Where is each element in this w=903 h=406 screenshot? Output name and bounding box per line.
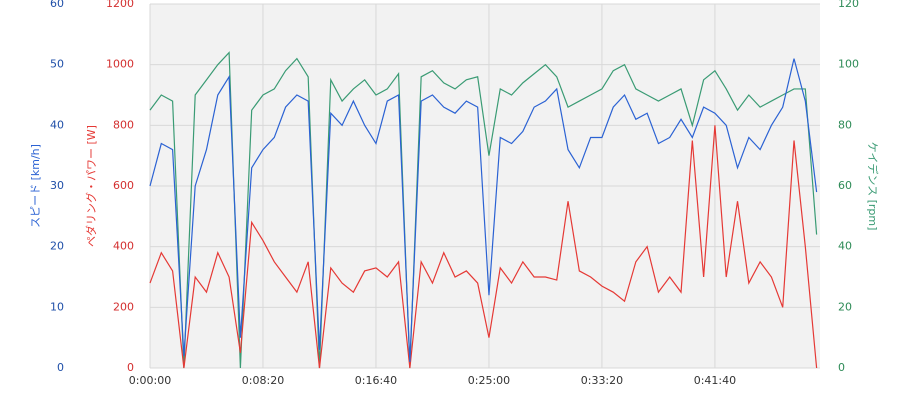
- x-tick-label: 0:08:20: [242, 374, 284, 387]
- y2-tick-label: 200: [113, 300, 134, 313]
- x-tick-label: 0:33:20: [581, 374, 623, 387]
- y2-axis-title: ペダリング・パワー [W]: [84, 125, 98, 247]
- y3-tick-label: 80: [838, 118, 852, 131]
- y2-tick-label: 800: [113, 118, 134, 131]
- x-tick-label: 0:16:40: [355, 374, 397, 387]
- y2-tick-label: 1200: [106, 0, 134, 10]
- y3-tick-label: 20: [838, 300, 852, 313]
- y3-tick-label: 40: [838, 240, 852, 253]
- x-tick-label: 0:25:00: [468, 374, 510, 387]
- y-tick-label: 0: [57, 361, 64, 374]
- x-tick-label: 0:41:40: [694, 374, 736, 387]
- y2-tick-label: 0: [127, 361, 134, 374]
- y-tick-label: 40: [50, 118, 64, 131]
- x-tick-label: 0:00:00: [129, 374, 171, 387]
- y-axis-title: スピード [km/h]: [29, 144, 42, 228]
- y-tick-label: 50: [50, 58, 64, 71]
- y-tick-label: 60: [50, 0, 64, 10]
- data-line: [149, 125, 818, 369]
- y3-tick-label: 100: [838, 58, 859, 71]
- y2-tick-label: 400: [113, 240, 134, 253]
- y-tick-label: 20: [50, 240, 64, 253]
- y2-tick-label: 600: [113, 179, 134, 192]
- data-line: [149, 58, 818, 362]
- y3-tick-label: 120: [838, 0, 859, 10]
- y3-tick-label: 0: [838, 361, 845, 374]
- y3-tick-label: 60: [838, 179, 852, 192]
- y3-axis-title: ケイデンス [rpm]: [866, 142, 880, 231]
- y-tick-label: 30: [50, 179, 64, 192]
- y2-tick-label: 1000: [106, 58, 134, 71]
- y-tick-label: 10: [50, 300, 64, 313]
- data-line: [149, 51, 818, 369]
